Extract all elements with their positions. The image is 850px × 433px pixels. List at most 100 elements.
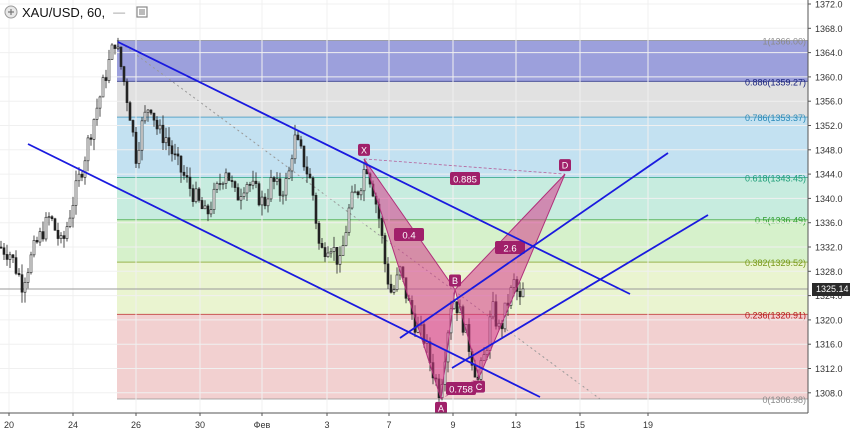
candle-body	[173, 153, 177, 156]
price-tick-label: 1348.0	[815, 145, 843, 155]
harmonic-pattern[interactable]: X A B C D 0.885 0.4 2.6 0.758	[358, 143, 571, 414]
ratio-box	[394, 228, 424, 241]
price-tick-label: 1324.0	[815, 291, 843, 301]
candle-body	[218, 183, 222, 185]
candle-body	[269, 177, 273, 200]
candle-body	[521, 288, 525, 298]
candle-body	[341, 245, 345, 256]
price-tick-label: 1332.0	[815, 243, 843, 253]
candle-body	[392, 289, 396, 293]
fib-label-0.886: 0.886(1359.27)	[745, 77, 806, 87]
pattern-point-C: C	[476, 382, 483, 392]
time-tick-label: 13	[511, 420, 521, 430]
price-tick-label: 1316.0	[815, 340, 843, 350]
time-tick-label: 30	[195, 420, 205, 430]
candle-body	[203, 205, 207, 210]
candle-body	[152, 112, 156, 121]
candle-body	[95, 107, 99, 120]
candle-body	[179, 155, 183, 173]
symbol-icon[interactable]	[4, 5, 18, 19]
candle-body	[32, 240, 36, 256]
fib-label-0.618: 0.618(1343.45)	[745, 173, 806, 183]
ratio-box	[450, 172, 480, 185]
candle-body	[356, 191, 360, 196]
candle-body	[395, 274, 399, 290]
candle-body	[320, 243, 324, 248]
time-tick-label: 26	[131, 420, 141, 430]
candle-body	[101, 77, 105, 98]
candle-body	[308, 173, 312, 179]
fib-label-0.5: 0.5(1336.49)	[755, 216, 806, 226]
candle-body	[287, 170, 291, 179]
candle-body	[227, 172, 231, 181]
candle-body	[182, 171, 186, 176]
candle-body	[11, 254, 15, 258]
price-tick-label: 1340.0	[815, 194, 843, 204]
candle-body	[209, 209, 213, 215]
candle-body	[155, 119, 159, 130]
candle-body	[194, 188, 198, 202]
candle-body	[272, 177, 276, 182]
trend-lines[interactable]	[27, 41, 709, 398]
price-axis[interactable]: 1308.0 1312.0 1316.0 1320.0 1324.0 1328.0 1332…	[807, 0, 850, 433]
candle-body	[233, 181, 237, 188]
time-tick-label: 7	[386, 420, 391, 430]
last-price-label: 1325.14	[812, 283, 850, 296]
candle-body	[29, 254, 33, 273]
candle-body	[236, 187, 240, 201]
candle-body	[107, 59, 111, 81]
candle-body	[518, 291, 522, 298]
ratio-label: 0.885	[453, 175, 477, 186]
candle-body	[104, 77, 108, 81]
candle-body	[212, 188, 216, 210]
channel-line	[27, 143, 541, 398]
candle-body	[380, 218, 384, 236]
price-tick-label: 1368.0	[815, 24, 843, 34]
settings-icon[interactable]	[135, 5, 149, 19]
price-candles	[0, 37, 525, 402]
candle-body	[293, 134, 297, 160]
candle-body	[353, 191, 357, 194]
candle-body	[5, 254, 9, 260]
price-axis-bg	[808, 0, 850, 433]
candle-body	[455, 301, 459, 314]
candle-body	[224, 172, 228, 184]
pattern-xd-line	[363, 158, 566, 175]
pattern-point-box-A	[435, 401, 447, 414]
fib-label-0.236: 0.236(1320.91)	[745, 310, 806, 320]
candle-body	[245, 184, 249, 194]
candle-body	[296, 134, 300, 140]
candle-body	[8, 254, 12, 260]
candle-body	[122, 66, 126, 82]
fib-zone-0.886	[117, 81, 808, 118]
candle-body	[191, 188, 195, 202]
price-tick-label: 1328.0	[815, 267, 843, 277]
candle-body	[53, 218, 57, 231]
symbol-title[interactable]: XAU/USD, 60,	[22, 4, 106, 20]
pattern-point-box-B	[449, 274, 461, 287]
candle-body	[14, 257, 18, 274]
price-tick-label: 1364.0	[815, 48, 843, 58]
candle-body	[314, 195, 318, 224]
candle-body	[350, 191, 354, 209]
candle-body	[242, 192, 246, 197]
candle-body	[383, 235, 387, 265]
pattern-point-B: B	[452, 276, 458, 286]
time-tick-label: 3	[324, 420, 329, 430]
candle-body	[113, 44, 117, 49]
pattern-point-box-X	[358, 143, 370, 156]
candle-body	[35, 240, 39, 243]
candle-body	[0, 246, 3, 249]
candle-body	[44, 216, 48, 240]
time-tick-label: 15	[575, 420, 585, 430]
price-tick-label: 1360.0	[815, 72, 843, 82]
candle-body	[23, 282, 27, 293]
candle-body	[257, 183, 261, 206]
time-tick-label: 20	[4, 420, 14, 430]
time-axis[interactable]: 20 24 26 30 Фев 3 7 9 13 15 19	[0, 412, 850, 433]
candle-body	[161, 124, 165, 144]
candle-body	[332, 247, 336, 252]
candle-body	[134, 131, 138, 164]
